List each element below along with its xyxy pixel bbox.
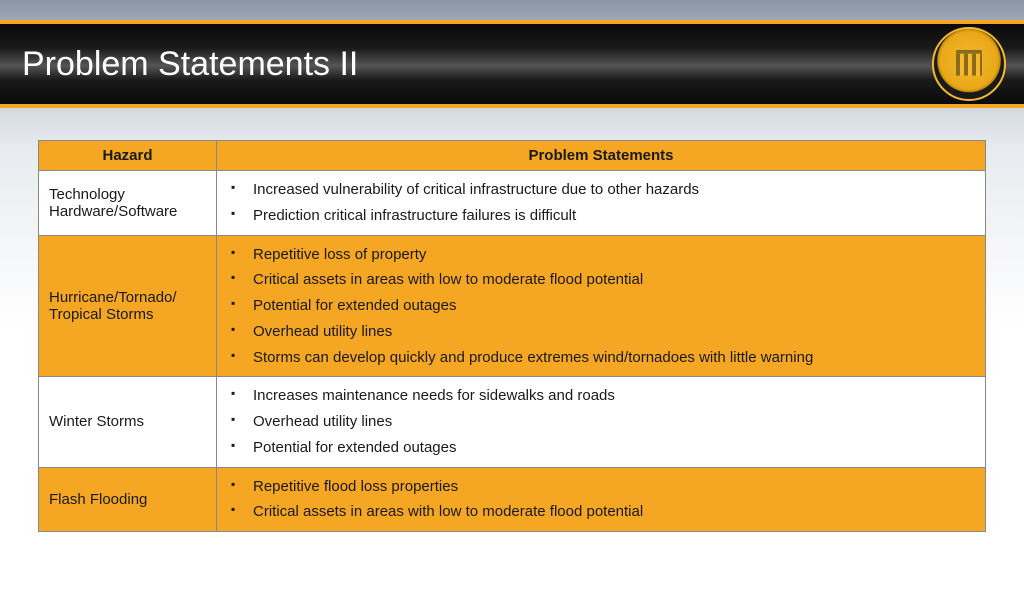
statement-item: Increases maintenance needs for sidewalk…: [249, 383, 975, 409]
table-row: Winter Storms Increases maintenance needs…: [39, 377, 986, 467]
problem-statements-table: Hazard Problem Statements Technology Har…: [38, 140, 986, 532]
hazard-cell: Hurricane/Tornado/ Tropical Storms: [39, 235, 217, 377]
col-hazard: Hazard: [39, 141, 217, 171]
statements-cell: Repetitive flood loss propertiesCritical…: [217, 467, 986, 532]
statements-list: Repetitive loss of propertyCritical asse…: [227, 242, 975, 371]
statements-list: Increases maintenance needs for sidewalk…: [227, 383, 975, 460]
statement-item: Critical assets in areas with low to mod…: [249, 499, 975, 525]
statement-item: Critical assets in areas with low to mod…: [249, 267, 975, 293]
statement-item: Prediction critical infrastructure failu…: [249, 203, 975, 229]
slide-header: Problem Statements II: [0, 20, 1024, 108]
content-area: Hazard Problem Statements Technology Har…: [0, 108, 1024, 532]
statement-item: Increased vulnerability of critical infr…: [249, 177, 975, 203]
statements-cell: Increases maintenance needs for sidewalk…: [217, 377, 986, 467]
statements-list: Repetitive flood loss propertiesCritical…: [227, 474, 975, 526]
statements-list: Increased vulnerability of critical infr…: [227, 177, 975, 229]
table-row: Flash FloodingRepetitive flood loss prop…: [39, 467, 986, 532]
statements-cell: Increased vulnerability of critical infr…: [217, 171, 986, 236]
statement-item: Repetitive loss of property: [249, 242, 975, 268]
statement-item: Potential for extended outages: [249, 293, 975, 319]
table-row: Hurricane/Tornado/ Tropical StormsRepeti…: [39, 235, 986, 377]
hazard-cell: Technology Hardware/Software: [39, 171, 217, 236]
statements-cell: Repetitive loss of propertyCritical asse…: [217, 235, 986, 377]
university-seal-icon: [932, 27, 1006, 101]
statement-item: Repetitive flood loss properties: [249, 474, 975, 500]
statement-item: Overhead utility lines: [249, 319, 975, 345]
statement-item: Overhead utility lines: [249, 409, 975, 435]
statement-item: Storms can develop quickly and produce e…: [249, 345, 975, 371]
table-row: Technology Hardware/Software Increased vu…: [39, 171, 986, 236]
table-header-row: Hazard Problem Statements: [39, 141, 986, 171]
page-title: Problem Statements II: [22, 45, 358, 84]
hazard-cell: Flash Flooding: [39, 467, 217, 532]
hazard-cell: Winter Storms: [39, 377, 217, 467]
col-problem-statements: Problem Statements: [217, 141, 986, 171]
statement-item: Potential for extended outages: [249, 435, 975, 461]
